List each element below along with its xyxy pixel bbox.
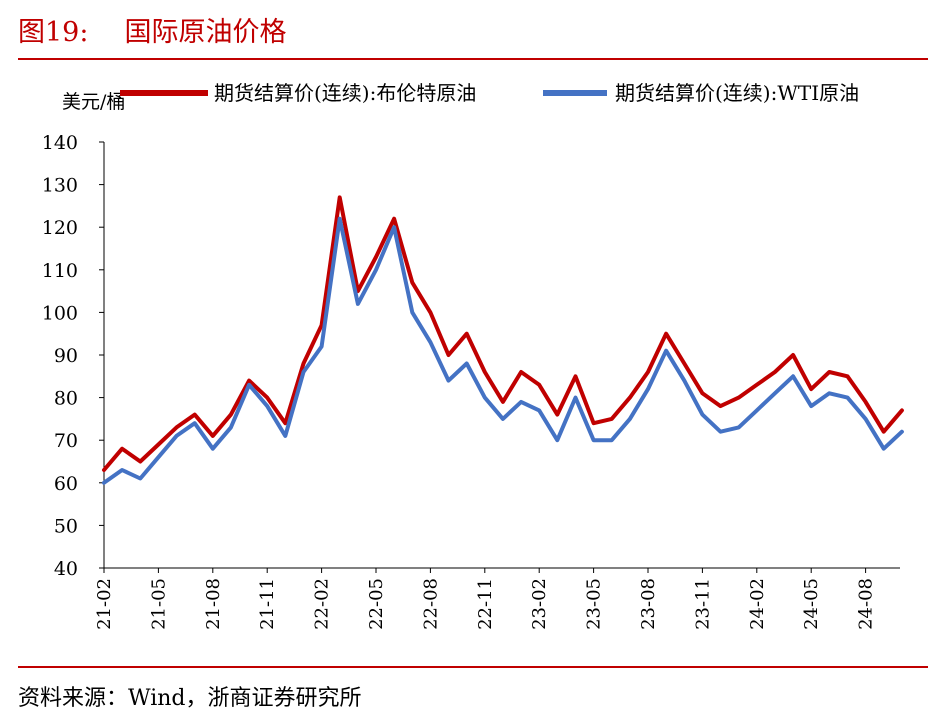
chart-axes: 40 50 60 70 80 90 100 110 120 130 140 21-02 21-05 21-… xyxy=(42,132,900,630)
y-axis-unit-label: 美元/桶 xyxy=(62,91,125,113)
y-tick-label: 100 xyxy=(42,302,78,324)
oil-price-chart: 美元/桶 期货结算价(连续):布伦特原油 期货结算价(连续):WTI原油 40 50… xyxy=(42,81,904,630)
x-tick-label: 23-11 xyxy=(692,578,713,630)
x-tick-label: 24-05 xyxy=(801,578,822,630)
x-tick-label: 22-08 xyxy=(420,578,441,630)
y-tick-label: 50 xyxy=(54,515,78,537)
x-tick-label: 22-11 xyxy=(475,578,496,630)
x-tick-label: 23-08 xyxy=(638,578,659,630)
brent-series-line xyxy=(102,195,904,472)
x-tick-label: 21-08 xyxy=(203,578,224,630)
x-tick-label: 21-11 xyxy=(257,578,278,630)
x-tick-label: 24-02 xyxy=(747,578,768,630)
x-tick-label: 21-05 xyxy=(148,578,169,630)
y-tick-label: 90 xyxy=(54,345,78,367)
source-rule xyxy=(18,666,928,668)
y-tick-label: 40 xyxy=(54,558,78,580)
title-rule xyxy=(18,58,928,60)
x-tick-label: 21-02 xyxy=(94,578,115,630)
y-tick-label: 120 xyxy=(42,217,78,239)
x-tick-label: 24-08 xyxy=(856,578,877,630)
figure-title-text: 国际原油价格 xyxy=(124,17,287,48)
chart-legend: 期货结算价(连续):布伦特原油 期货结算价(连续):WTI原油 xyxy=(120,81,859,105)
x-tick-label: 22-02 xyxy=(312,578,333,630)
y-tick-label: 80 xyxy=(54,388,78,410)
y-tick-label: 60 xyxy=(54,473,78,495)
legend-label-brent: 期货结算价(连续):布伦特原油 xyxy=(214,81,476,105)
y-tick-label: 130 xyxy=(42,175,78,197)
chart-series-group xyxy=(102,195,904,485)
y-tick-label: 140 xyxy=(42,132,78,154)
y-tick-label: 70 xyxy=(54,430,78,452)
y-tick-label: 110 xyxy=(42,260,78,282)
legend-label-wti: 期货结算价(连续):WTI原油 xyxy=(615,81,859,105)
source-note: 资料来源：Wind，浙商证券研究所 xyxy=(18,686,362,711)
x-tick-label: 23-02 xyxy=(529,578,550,630)
figure-title: 图19: 国际原油价格 xyxy=(18,10,286,49)
figure-number: 图19: xyxy=(18,17,89,48)
x-tick-label: 23-05 xyxy=(584,578,605,630)
x-tick-label: 22-05 xyxy=(366,578,387,630)
wti-series-line xyxy=(102,216,904,485)
